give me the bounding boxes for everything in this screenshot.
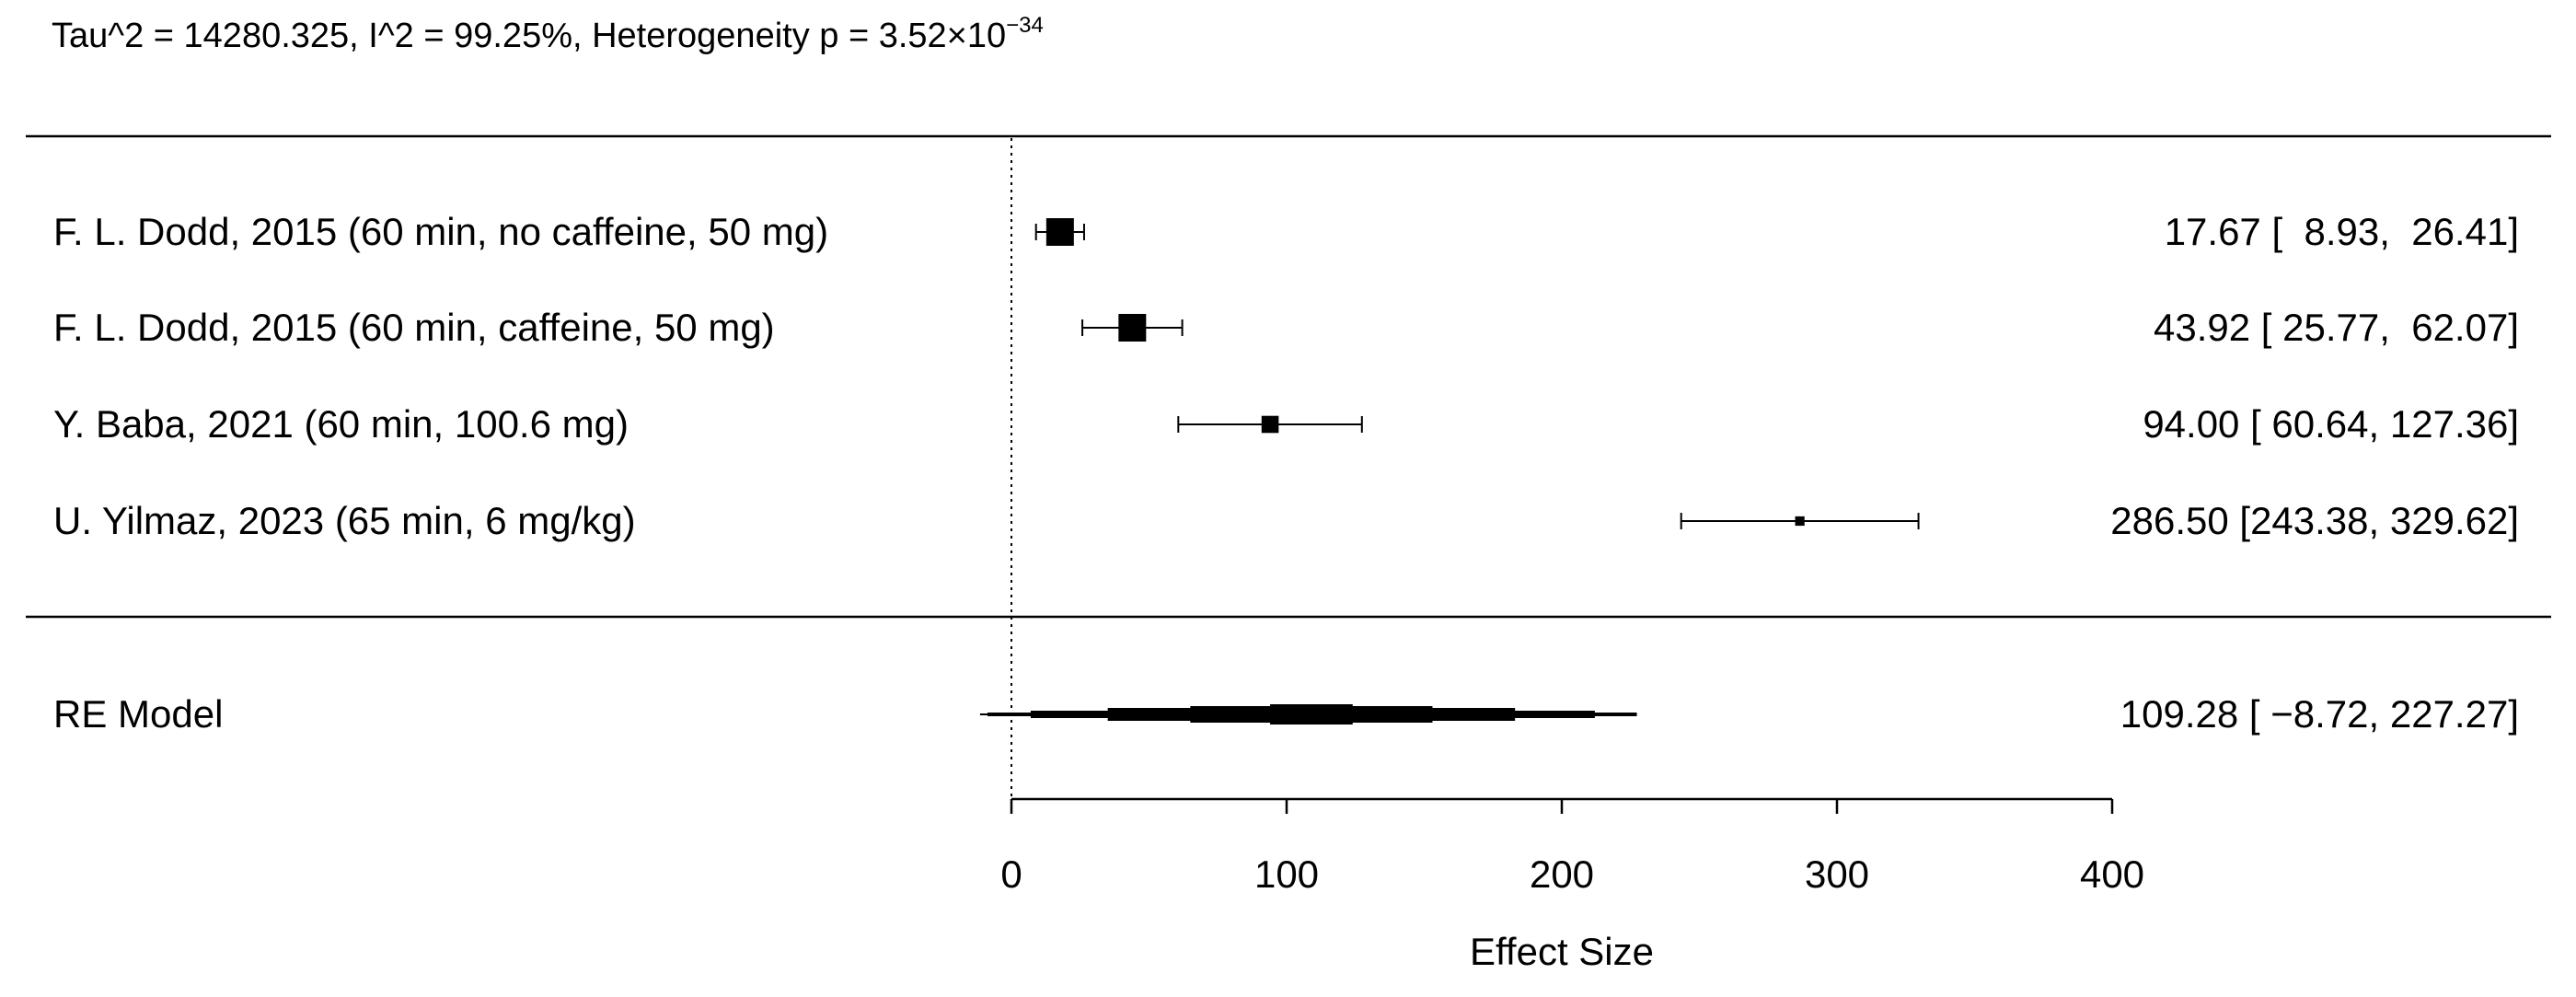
- x-tick-label-300: 300: [1804, 852, 1870, 896]
- heterogeneity-stats-text: Tau^2 = 14280.325, I^2 = 99.25%, Heterog…: [52, 17, 1007, 55]
- study-ci-text-2: 43.92 [ 25.77, 62.07]: [2154, 306, 2519, 349]
- study-ci-text-4: 286.50 [243.38, 329.62]: [2110, 499, 2519, 542]
- summary-ci-text: 109.28 [ −8.72, 227.27]: [2120, 692, 2519, 736]
- study-label-3: Y. Baba, 2021 (60 min, 100.6 mg): [53, 402, 629, 446]
- x-tick-label-0: 0: [1000, 852, 1022, 896]
- study-label-1: F. L. Dodd, 2015 (60 min, no caffeine, 5…: [53, 210, 829, 253]
- study-point-4: [1795, 516, 1805, 527]
- summary-band-5: [1270, 704, 1353, 725]
- study-label-2: F. L. Dodd, 2015 (60 min, caffeine, 50 m…: [53, 306, 775, 349]
- study-point-2: [1118, 314, 1147, 342]
- x-tick-label-100: 100: [1253, 852, 1320, 896]
- study-point-1: [1045, 218, 1074, 246]
- study-ci-text-3: 94.00 [ 60.64, 127.36]: [2143, 402, 2519, 446]
- x-tick-label-400: 400: [2079, 852, 2145, 896]
- study-label-4: U. Yilmaz, 2023 (65 min, 6 mg/kg): [53, 499, 636, 542]
- x-axis-title: Effect Size: [1470, 930, 1654, 973]
- heterogeneity-stats: Tau^2 = 14280.325, I^2 = 99.25%, Heterog…: [52, 11, 1044, 61]
- study-point-3: [1261, 415, 1279, 434]
- study-ci-text-1: 17.67 [ 8.93, 26.41]: [2164, 210, 2519, 253]
- x-tick-label-200: 200: [1529, 852, 1595, 896]
- summary-label: RE Model: [53, 692, 224, 736]
- p-value-exponent: −34: [1006, 13, 1044, 38]
